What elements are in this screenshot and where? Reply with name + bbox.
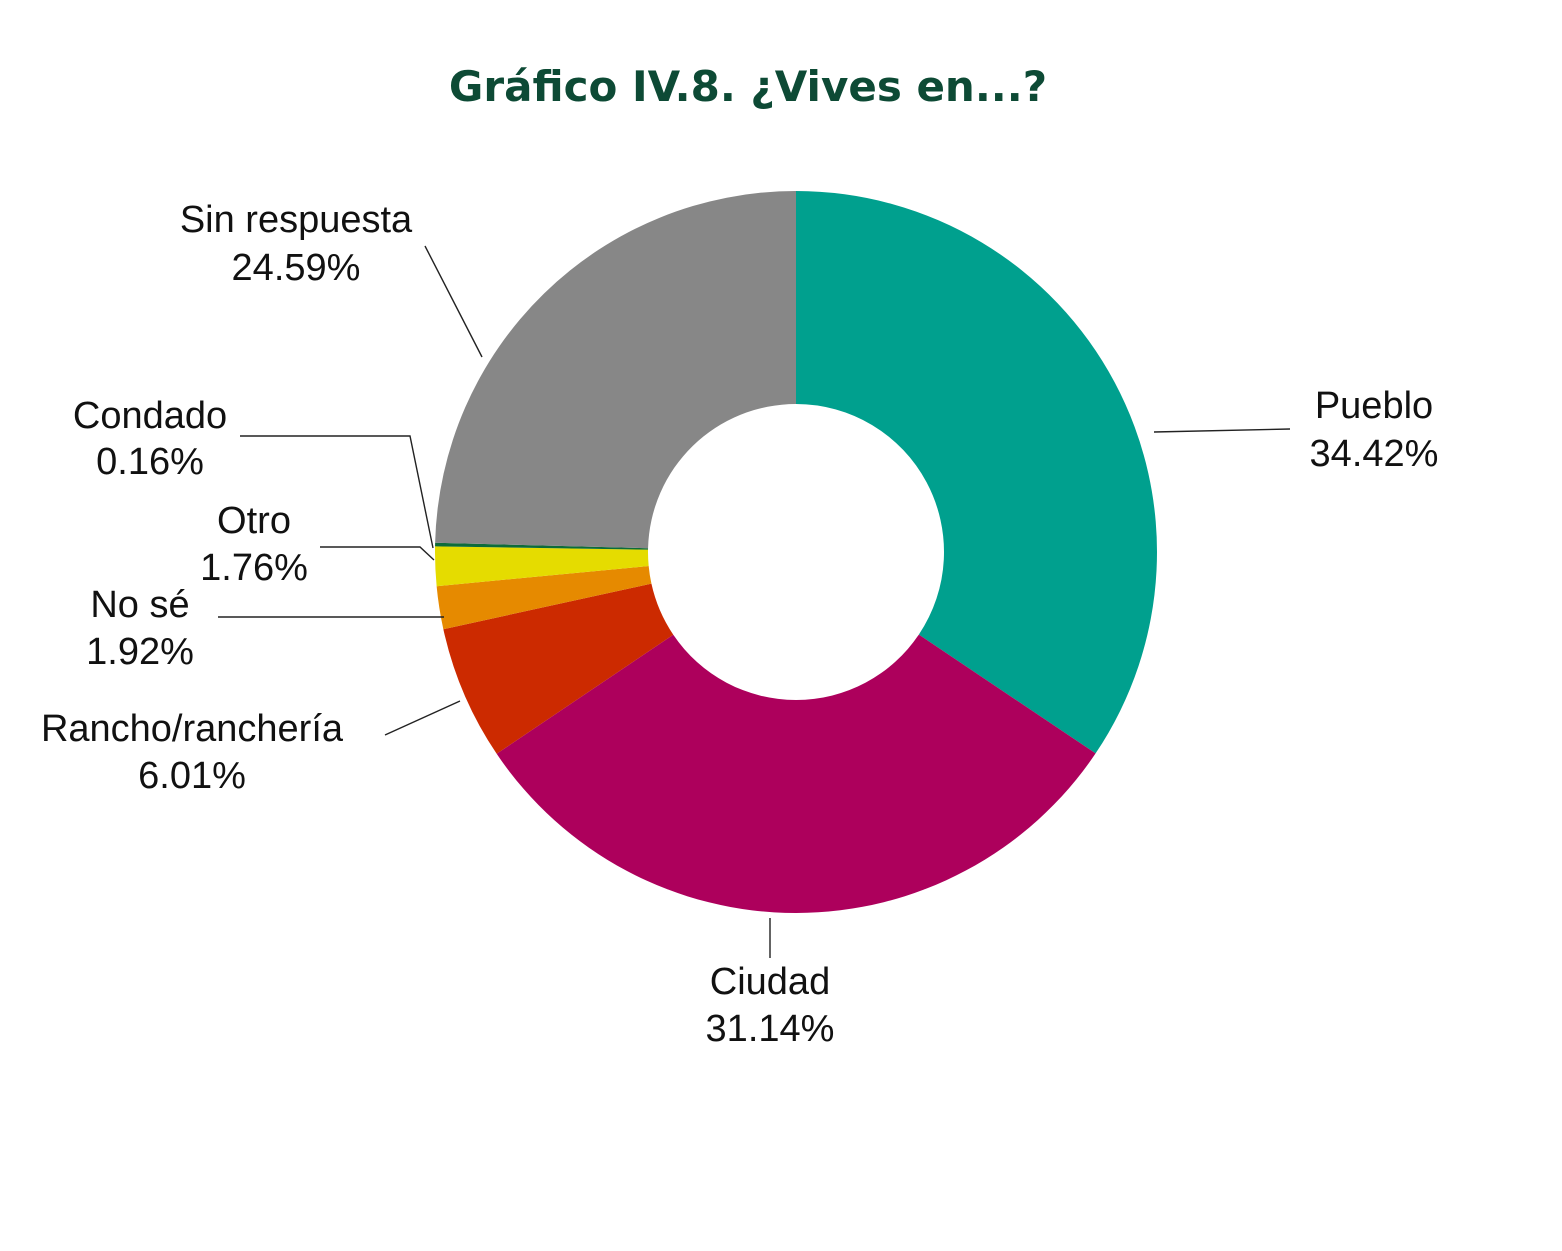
slice-rancho-rancheria (443, 583, 674, 754)
leader-line-condado (240, 435, 434, 549)
slice-condado (435, 542, 649, 550)
slice-sin-respuesta (435, 191, 796, 549)
label-name-pueblo: Pueblo (1315, 385, 1433, 427)
leader-lines (218, 245, 1291, 958)
label-value-otro: 1.76% (200, 547, 308, 589)
label-name-ciudad: Ciudad (710, 961, 830, 1003)
label-name-rancho-rancheria: Rancho/ranchería (41, 708, 344, 750)
label-value-condado: 0.16% (96, 441, 204, 483)
slice-ciudad (496, 634, 1096, 914)
label-name-sin-respuesta: Sin respuesta (180, 199, 413, 241)
donut-slices (435, 191, 1157, 914)
label-value-ciudad: 31.14% (706, 1008, 835, 1050)
chart-title: Gráfico IV.8. ¿Vives en...? (449, 62, 1047, 111)
slice-otro (435, 546, 649, 587)
leader-line-pueblo (1153, 428, 1291, 433)
label-value-rancho-rancheria: 6.01% (138, 755, 246, 797)
label-name-no-se: No sé (90, 584, 189, 626)
slice-labels: Pueblo 34.42% Ciudad 31.14% Rancho/ranchería… (41, 199, 1438, 1050)
slice-no-se (436, 566, 652, 630)
slice-pueblo (796, 191, 1157, 754)
label-value-sin-respuesta: 24.59% (232, 247, 361, 289)
leader-line-otro (320, 546, 435, 561)
leader-line-sin-respuesta (424, 245, 483, 358)
label-name-condado: Condado (73, 395, 227, 437)
label-name-otro: Otro (217, 500, 291, 542)
leader-line-rancho-rancheria (384, 700, 461, 736)
label-value-pueblo: 34.42% (1310, 433, 1439, 475)
label-value-no-se: 1.92% (86, 631, 194, 673)
